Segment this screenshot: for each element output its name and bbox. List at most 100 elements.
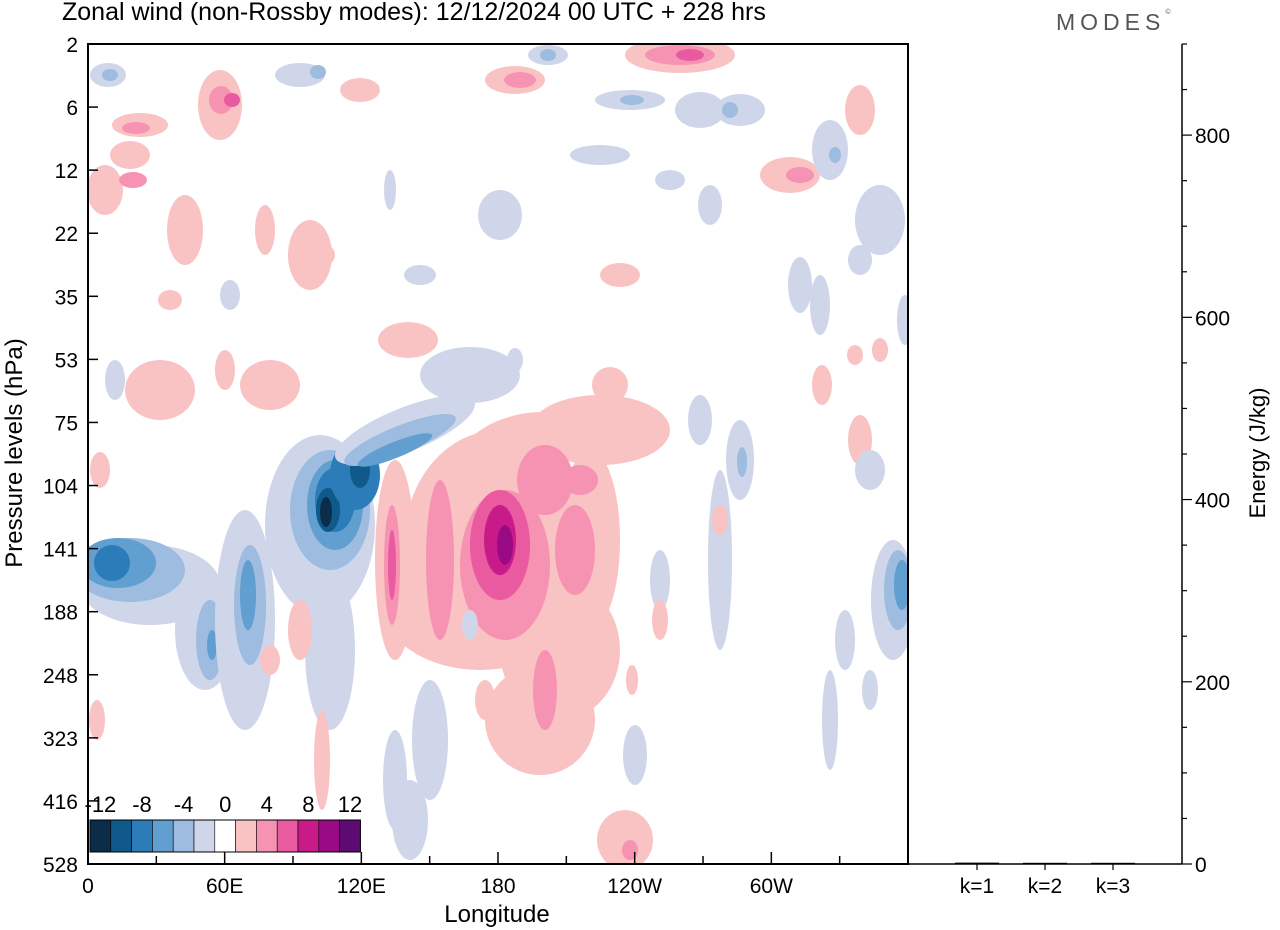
colorbar-swatch (193, 819, 216, 853)
logo-registered-mark: © (1165, 9, 1171, 16)
colorbar-swatch (152, 819, 174, 853)
contour-patch (478, 190, 522, 240)
y-tick-label: 416 (43, 791, 78, 814)
contour-patch (412, 680, 448, 800)
y-tick-label: 35 (55, 286, 78, 309)
wavenumber-axis: k=1 k=2 k=3 (960, 864, 1130, 898)
x-tick-label: 120W (607, 875, 662, 898)
logo-text: MODES (1056, 9, 1166, 35)
contour-patch (105, 360, 125, 400)
y-tick-label: 6 (66, 97, 78, 120)
energy-tick-label: 800 (1195, 125, 1230, 148)
colorbar-label: 12 (338, 792, 362, 817)
colorbar-swatch (131, 819, 153, 853)
y-tick-label: 104 (43, 476, 78, 499)
contour-patch (845, 85, 875, 135)
energy-axis: 0 200 400 600 800 (1182, 43, 1230, 877)
contour-patch (855, 185, 905, 255)
y-axis-label: Pressure levels (hPa) (1, 338, 28, 567)
contour-patch (215, 350, 235, 390)
contour-patch (810, 275, 830, 335)
x-axis-label: Longitude (444, 901, 549, 928)
contour-patch (314, 710, 330, 810)
contour-patch (89, 700, 105, 740)
contour-patch (788, 257, 812, 313)
colorbar-label: -4 (174, 792, 194, 817)
contour-patch (462, 610, 478, 640)
contour-patch (688, 395, 712, 445)
y-tick-label: 248 (43, 665, 78, 688)
contour-patch (822, 670, 838, 770)
contour-patch (872, 338, 888, 362)
contour-patch (119, 172, 147, 188)
contour-patch (420, 347, 520, 403)
x-tick-label: 0 (82, 875, 94, 898)
contour-patch (305, 570, 355, 730)
contour-patch (207, 630, 217, 660)
contour-patch (260, 645, 280, 675)
y-tick-label: 528 (43, 854, 78, 877)
contour-patch (320, 497, 332, 527)
contour-patch (829, 147, 841, 163)
contour-patch (650, 550, 670, 610)
modes-logo: MODES© (1056, 9, 1171, 36)
energy-axis-label: Energy (J/kg) (1245, 388, 1270, 519)
contour-patch (894, 560, 908, 610)
contour-patch (540, 49, 556, 61)
contour-patch (90, 452, 110, 488)
contour-patch (94, 545, 130, 581)
colorbar-swatch (110, 819, 132, 853)
longitude-axis: 0 60E 120E 180 120W 60W (82, 852, 909, 898)
colorbar-swatch (89, 819, 112, 853)
contour-patch (315, 245, 335, 265)
colorbar-label: -12 (85, 792, 117, 817)
contour-patch (497, 525, 513, 565)
colorbar-label: 0 (219, 792, 231, 817)
contour-patch (110, 141, 150, 169)
contour-patch (597, 810, 653, 864)
contour-patch (288, 220, 332, 290)
contour-patch (655, 170, 685, 190)
k-tick-label: k=2 (1028, 875, 1062, 898)
colorbar-swatch (276, 819, 299, 853)
colorbar-swatch (339, 819, 361, 853)
contour-patch (847, 345, 863, 365)
y-tick-label: 323 (43, 728, 78, 751)
contour-patch (209, 86, 233, 114)
contour-patch (388, 530, 396, 600)
contour-patch (652, 600, 668, 640)
contour-patch (504, 72, 536, 88)
contour-patch (722, 102, 738, 118)
contour-patch (392, 780, 428, 860)
colorbar-swatch (172, 819, 195, 853)
contour-patch (224, 93, 240, 107)
y-tick-label: 12 (55, 160, 78, 183)
contour-patch (220, 280, 240, 310)
contour-patch (310, 65, 326, 79)
contour-patch (122, 122, 150, 134)
contour-patch (812, 120, 848, 180)
colorbar-swatch (318, 819, 340, 853)
contour-patch (897, 295, 908, 345)
colorbar-swatch (256, 819, 278, 853)
contour-patch (404, 265, 436, 285)
colorbar-label: -8 (132, 792, 152, 817)
colorbar-swatch (214, 819, 236, 853)
contour-patch (855, 450, 885, 490)
x-tick-label: 60E (206, 875, 243, 898)
x-tick-label: 180 (480, 875, 515, 898)
x-tick-label: 60W (750, 875, 793, 898)
contour-patch (167, 195, 203, 265)
contour-patch (530, 395, 670, 465)
y-tick-label: 22 (55, 223, 78, 246)
contour-patch (384, 170, 396, 210)
contour-patch (712, 505, 728, 535)
contour-patch (288, 600, 312, 660)
contour-patch (517, 445, 573, 515)
contour-patch (475, 680, 495, 720)
contour-patch (240, 360, 300, 410)
energy-tick-label: 400 (1195, 490, 1230, 513)
contour-patch (125, 360, 195, 420)
energy-tick-label: 200 (1195, 672, 1230, 695)
